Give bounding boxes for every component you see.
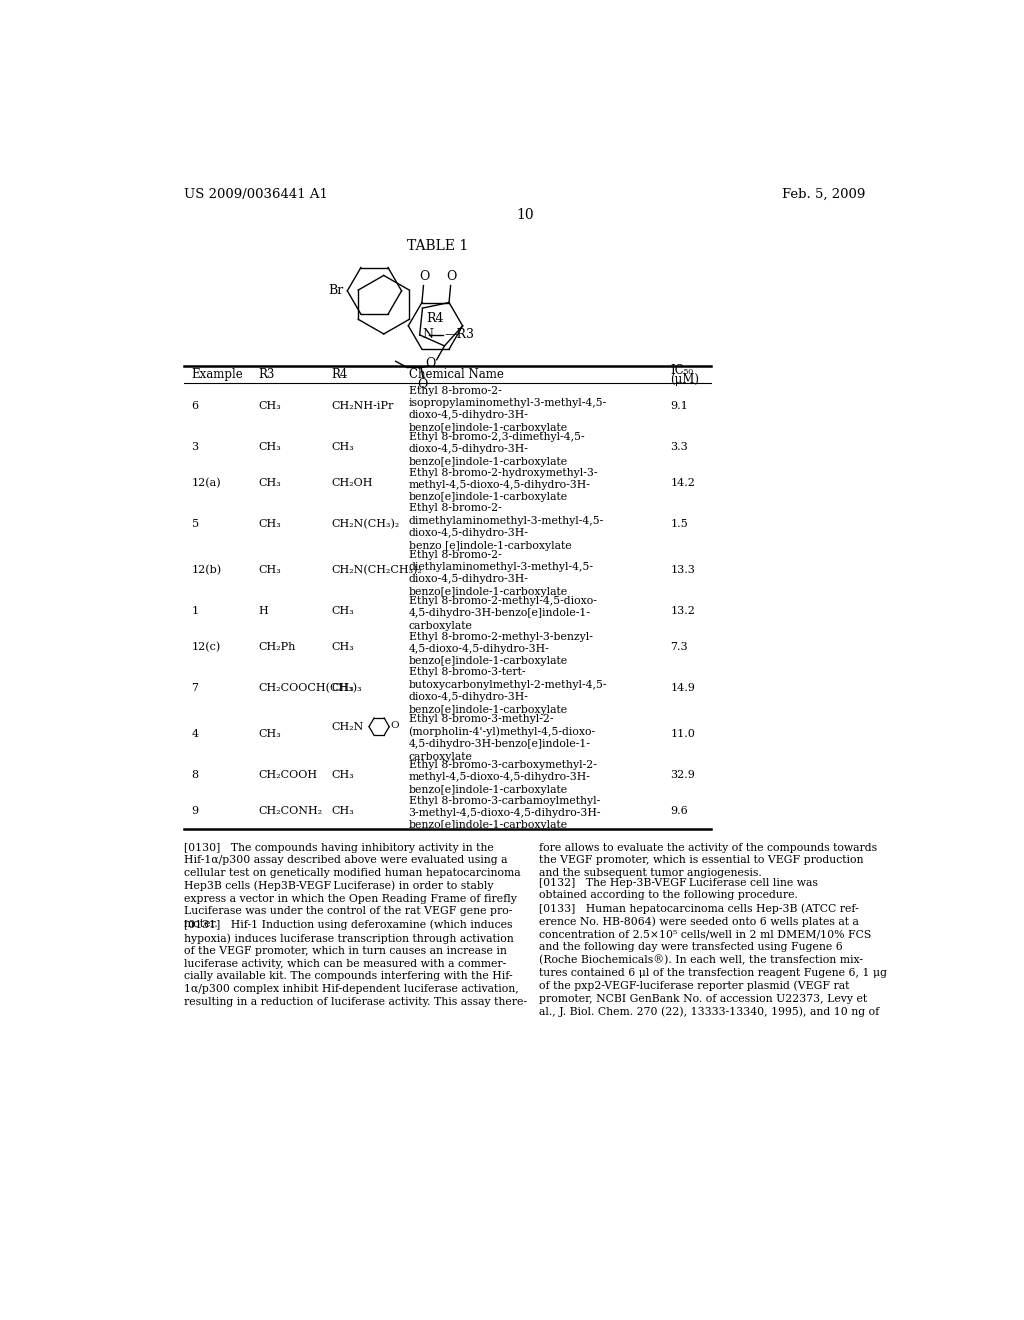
Text: —R3: —R3 bbox=[444, 329, 474, 342]
Text: 9.6: 9.6 bbox=[671, 807, 688, 816]
Text: Chemical Name: Chemical Name bbox=[409, 368, 504, 381]
Text: 9: 9 bbox=[191, 807, 199, 816]
Text: 3.3: 3.3 bbox=[671, 442, 688, 453]
Text: O: O bbox=[391, 721, 399, 730]
Text: O: O bbox=[425, 358, 435, 370]
Text: 32.9: 32.9 bbox=[671, 771, 695, 780]
Text: [0131]   Hif-1 Induction using deferoxamine (which induces
hypoxia) induces luci: [0131] Hif-1 Induction using deferoxamin… bbox=[183, 920, 526, 1007]
Text: R4: R4 bbox=[331, 368, 347, 381]
Text: Ethyl 8-bromo-3-methyl-2-
(morpholin-4'-yl)methyl-4,5-dioxo-
4,5-dihydro-3H-benz: Ethyl 8-bromo-3-methyl-2- (morpholin-4'-… bbox=[409, 714, 596, 762]
Text: CH₃: CH₃ bbox=[258, 442, 281, 453]
Text: Feb. 5, 2009: Feb. 5, 2009 bbox=[782, 187, 866, 201]
Text: Ethyl 8-bromo-2-hydroxymethyl-3-
methyl-4,5-dioxo-4,5-dihydro-3H-
benzo[e]indole: Ethyl 8-bromo-2-hydroxymethyl-3- methyl-… bbox=[409, 467, 597, 503]
Text: Br: Br bbox=[329, 284, 343, 297]
Text: 12(c): 12(c) bbox=[191, 642, 221, 652]
Text: 1: 1 bbox=[191, 606, 199, 616]
Text: Ethyl 8-bromo-3-carboxymethyl-2-
methyl-4,5-dioxo-4,5-dihydro-3H-
benzo[e]indole: Ethyl 8-bromo-3-carboxymethyl-2- methyl-… bbox=[409, 760, 596, 795]
Text: Ethyl 8-bromo-2-
diethylaminomethyl-3-methyl-4,5-
dioxo-4,5-dihydro-3H-
benzo[e]: Ethyl 8-bromo-2- diethylaminomethyl-3-me… bbox=[409, 549, 594, 597]
Text: Ethyl 8-bromo-3-tert-
butoxycarbonylmethyl-2-methyl-4,5-
dioxo-4,5-dihydro-3H-
b: Ethyl 8-bromo-3-tert- butoxycarbonylmeth… bbox=[409, 668, 607, 714]
Text: 12(a): 12(a) bbox=[191, 478, 221, 488]
Text: IC₅₀: IC₅₀ bbox=[671, 364, 693, 378]
Text: 14.2: 14.2 bbox=[671, 478, 695, 488]
Text: [0132]   The Hep-3B-VEGF Luciferase cell line was
obtained according to the foll: [0132] The Hep-3B-VEGF Luciferase cell l… bbox=[539, 878, 817, 900]
Text: CH₂N(CH₃)₂: CH₂N(CH₃)₂ bbox=[331, 519, 399, 529]
Text: H: H bbox=[258, 606, 268, 616]
Text: CH₂NH-iPr: CH₂NH-iPr bbox=[331, 401, 393, 412]
Text: 7: 7 bbox=[191, 684, 199, 693]
Text: O: O bbox=[419, 271, 429, 284]
Text: 6: 6 bbox=[191, 401, 199, 412]
Text: Ethyl 8-bromo-2-methyl-4,5-dioxo-
4,5-dihydro-3H-benzo[e]indole-1-
carboxylate: Ethyl 8-bromo-2-methyl-4,5-dioxo- 4,5-di… bbox=[409, 595, 596, 631]
Text: Ethyl 8-bromo-2-methyl-3-benzyl-
4,5-dioxo-4,5-dihydro-3H-
benzo[e]indole-1-carb: Ethyl 8-bromo-2-methyl-3-benzyl- 4,5-dio… bbox=[409, 631, 593, 667]
Text: 3: 3 bbox=[191, 442, 199, 453]
Text: CH₃: CH₃ bbox=[258, 565, 281, 576]
Text: 9.1: 9.1 bbox=[671, 401, 688, 412]
Text: 5: 5 bbox=[191, 519, 199, 529]
Text: 11.0: 11.0 bbox=[671, 730, 695, 739]
Text: US 2009/0036441 A1: US 2009/0036441 A1 bbox=[183, 187, 328, 201]
Text: 14.9: 14.9 bbox=[671, 684, 695, 693]
Text: CH₂OH: CH₂OH bbox=[331, 478, 373, 488]
Text: Example: Example bbox=[191, 368, 244, 381]
Text: CH₂COOCH(CH₃)₃: CH₂COOCH(CH₃)₃ bbox=[258, 682, 361, 693]
Text: 1.5: 1.5 bbox=[671, 519, 688, 529]
Text: R3: R3 bbox=[258, 368, 274, 381]
Text: CH₃: CH₃ bbox=[331, 442, 354, 453]
Text: CH₃: CH₃ bbox=[331, 684, 354, 693]
Text: CH₂Ph: CH₂Ph bbox=[258, 642, 296, 652]
Text: 8: 8 bbox=[191, 771, 199, 780]
Text: O: O bbox=[418, 379, 428, 391]
Text: Ethyl 8-bromo-3-carbamoylmethyl-
3-methyl-4,5-dioxo-4,5-dihydro-3H-
benzo[e]indo: Ethyl 8-bromo-3-carbamoylmethyl- 3-methy… bbox=[409, 796, 601, 830]
Text: CH₃: CH₃ bbox=[331, 642, 354, 652]
Text: fore allows to evaluate the activity of the compounds towards
the VEGF promoter,: fore allows to evaluate the activity of … bbox=[539, 843, 877, 878]
Text: O: O bbox=[446, 271, 457, 284]
Text: CH₃: CH₃ bbox=[331, 606, 354, 616]
Text: TABLE 1: TABLE 1 bbox=[408, 239, 469, 253]
Text: CH₂N(CH₂CH₃)₂: CH₂N(CH₂CH₃)₂ bbox=[331, 565, 422, 576]
Text: 13.3: 13.3 bbox=[671, 565, 695, 576]
Text: CH₃: CH₃ bbox=[258, 730, 281, 739]
Text: [0133]   Human hepatocarcinoma cells Hep-3B (ATCC ref-
erence No. HB-8064) were : [0133] Human hepatocarcinoma cells Hep-3… bbox=[539, 903, 887, 1016]
Text: 13.2: 13.2 bbox=[671, 606, 695, 616]
Text: (μM): (μM) bbox=[671, 372, 699, 385]
Text: CH₃: CH₃ bbox=[258, 401, 281, 412]
Text: Ethyl 8-bromo-2,3-dimethyl-4,5-
dioxo-4,5-dihydro-3H-
benzo[e]indole-1-carboxyla: Ethyl 8-bromo-2,3-dimethyl-4,5- dioxo-4,… bbox=[409, 432, 584, 466]
Text: 10: 10 bbox=[516, 209, 534, 223]
Text: 4: 4 bbox=[191, 730, 199, 739]
Text: CH₂COOH: CH₂COOH bbox=[258, 771, 317, 780]
Text: CH₃: CH₃ bbox=[331, 807, 354, 816]
Text: CH₂CONH₂: CH₂CONH₂ bbox=[258, 807, 323, 816]
Text: R4: R4 bbox=[426, 312, 443, 325]
Text: N: N bbox=[422, 329, 433, 342]
Text: Ethyl 8-bromo-2-
isopropylaminomethyl-3-methyl-4,5-
dioxo-4,5-dihydro-3H-
benzo[: Ethyl 8-bromo-2- isopropylaminomethyl-3-… bbox=[409, 385, 607, 433]
Text: Ethyl 8-bromo-2-
dimethylaminomethyl-3-methyl-4,5-
dioxo-4,5-dihydro-3H-
benzo [: Ethyl 8-bromo-2- dimethylaminomethyl-3-m… bbox=[409, 503, 604, 550]
Text: CH₃: CH₃ bbox=[331, 771, 354, 780]
Text: CH₃: CH₃ bbox=[258, 519, 281, 529]
Text: CH₃: CH₃ bbox=[258, 478, 281, 488]
Text: CH₂N: CH₂N bbox=[331, 722, 364, 731]
Text: 7.3: 7.3 bbox=[671, 642, 688, 652]
Text: 12(b): 12(b) bbox=[191, 565, 221, 576]
Text: [0130]   The compounds having inhibitory activity in the
Hif-1α/p300 assay descr: [0130] The compounds having inhibitory a… bbox=[183, 843, 520, 929]
